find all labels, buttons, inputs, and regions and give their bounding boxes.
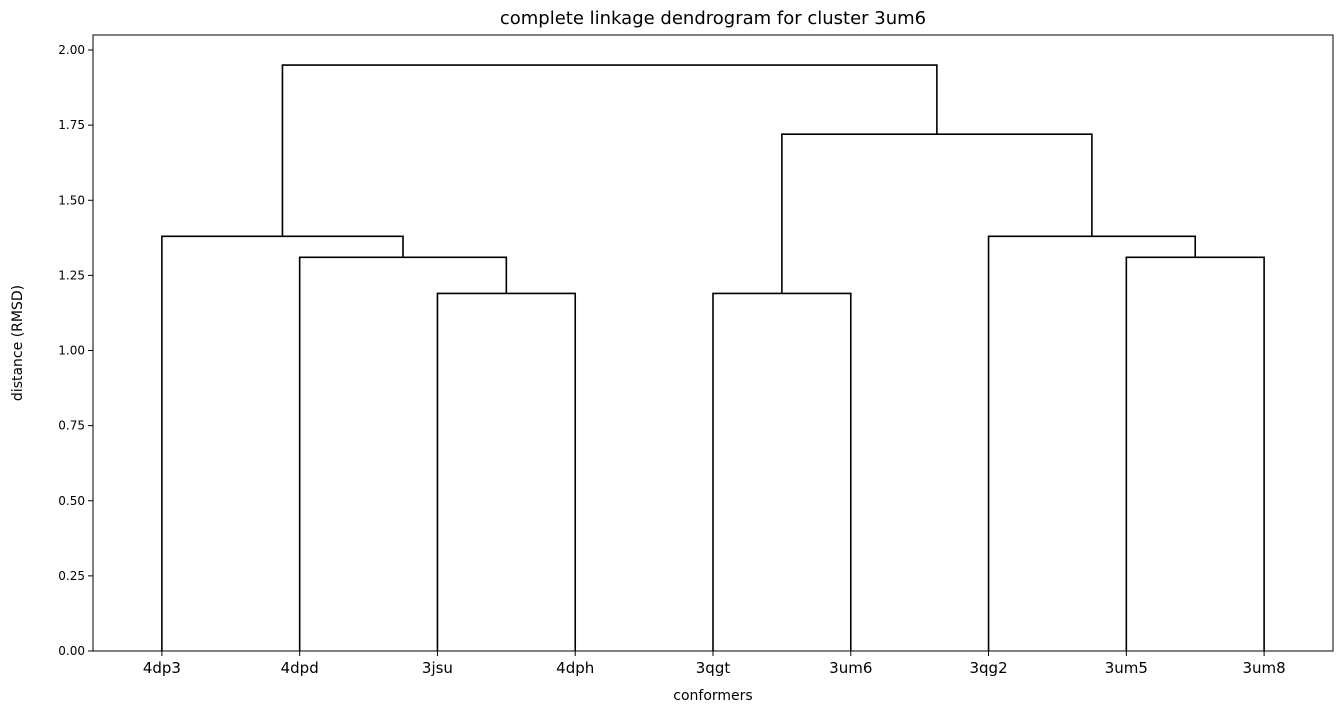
leaf-label-4dp3: 4dp3: [143, 659, 181, 677]
y-tick-label: 1.75: [58, 118, 85, 132]
dendrogram-link-2: [298, 256, 508, 651]
leaf-label-3qgt: 3qgt: [696, 659, 731, 677]
dendrogram-link-0: [436, 292, 577, 651]
leaf-label-3qg2: 3qg2: [969, 659, 1007, 677]
leaf-label-3um6: 3um6: [829, 659, 872, 677]
leaf-label-4dpd: 4dpd: [281, 659, 319, 677]
dendrogram-link-1: [712, 292, 852, 651]
dendrogram-link-3: [1125, 256, 1265, 651]
y-tick-label: 0.25: [58, 569, 85, 583]
leaf-label-3um8: 3um8: [1243, 659, 1286, 677]
leaf-label-4dph: 4dph: [556, 659, 594, 677]
dendrogram-links: [161, 64, 1265, 651]
leaf-label-3jsu: 3jsu: [422, 659, 453, 677]
y-tick-label: 1.50: [58, 193, 85, 207]
y-tick-label: 1.25: [58, 268, 85, 282]
y-axis-ticks: 0.00 0.25 0.50 0.75 1.00 1.25 1.50 1.75 2.00: [58, 43, 93, 658]
y-tick-label: 1.00: [58, 344, 85, 358]
plot-frame: [92, 34, 1334, 652]
dendrogram-link-6: [781, 133, 1093, 294]
y-axis-label: distance (RMSD): [10, 285, 26, 401]
dendrogram-link-7: [281, 64, 938, 237]
y-tick-label: 0.00: [58, 644, 85, 658]
y-tick-label: 0.75: [58, 419, 85, 433]
chart-title: complete linkage dendrogram for cluster …: [500, 8, 926, 29]
dendrogram-link-4: [161, 235, 404, 651]
leaf-label-3um5: 3um5: [1105, 659, 1148, 677]
x-axis-ticks: 4dp3 4dpd 3jsu 4dph 3qgt 3um6 3qg2 3um5 3um8: [143, 651, 1286, 677]
y-tick-label: 0.50: [58, 494, 85, 508]
y-tick-label: 2.00: [58, 43, 85, 57]
dendrogram-link-5: [987, 235, 1197, 651]
x-axis-label: conformers: [673, 688, 752, 704]
